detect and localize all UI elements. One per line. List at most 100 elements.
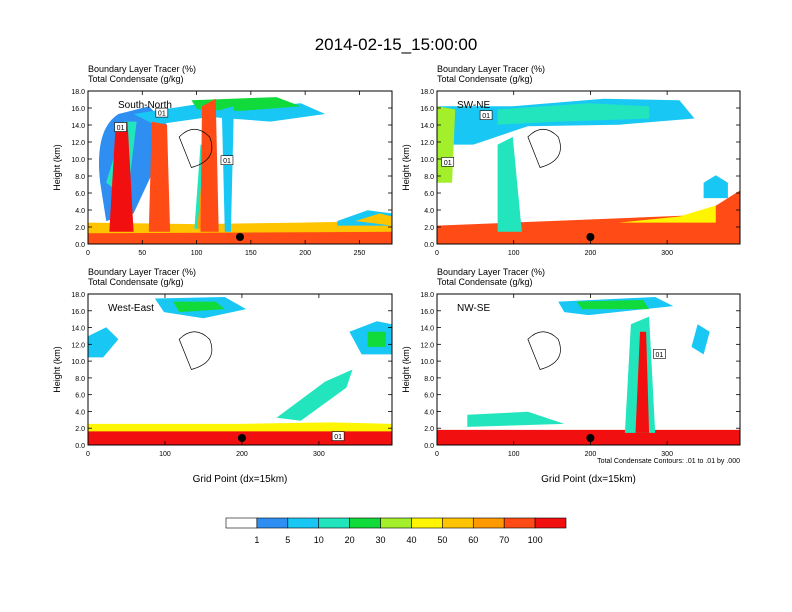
condensate-contour xyxy=(178,128,213,168)
y-tick-label: 6.0 xyxy=(424,191,434,198)
x-tick-label: 250 xyxy=(354,250,366,257)
x-tick-label: 300 xyxy=(313,451,325,458)
y-tick-label: 16.0 xyxy=(71,309,85,316)
y-tick-label: 4.0 xyxy=(424,208,434,215)
colorbar-swatch xyxy=(380,517,412,529)
y-tick-label: 12.0 xyxy=(420,342,434,349)
colorbar-label: 40 xyxy=(406,535,416,545)
y-tick-label: 2.0 xyxy=(75,225,85,232)
y-tick-label: 6.0 xyxy=(424,393,434,400)
y-tick-label: 10.0 xyxy=(420,359,434,366)
panel-subtitle-condensate: Total Condensate (g/kg) xyxy=(437,277,533,287)
plot-background xyxy=(88,294,392,445)
x-axis-label: Grid Point (dx=15km) xyxy=(541,474,636,485)
x-tick-label: 200 xyxy=(585,250,597,257)
colorbar-label: 30 xyxy=(376,535,386,545)
x-tick-label: 100 xyxy=(508,451,520,458)
panel-subtitle-tracer: Boundary Layer Tracer (%) xyxy=(88,267,196,277)
colorbar: 1 5 10 20 30 40 50 60 70 100 xyxy=(225,517,567,545)
y-tick-label: 10.0 xyxy=(71,157,85,164)
cross-section-label: SW-NE xyxy=(457,100,490,111)
y-tick-label: 6.0 xyxy=(75,393,85,400)
contour-label-box xyxy=(441,157,455,167)
tracer-field xyxy=(437,294,740,445)
x-tick-label: 100 xyxy=(508,250,520,257)
y-axis-label: Height (km) xyxy=(401,346,411,393)
y-axis-label: Height (km) xyxy=(52,144,62,191)
contour-label-box xyxy=(220,155,234,165)
tracer-shading xyxy=(221,106,234,232)
tracer-shading xyxy=(467,411,565,427)
tracer-shading xyxy=(497,136,522,232)
y-tick-label: 10.0 xyxy=(71,359,85,366)
tracer-shading xyxy=(355,213,392,226)
tracer-shading xyxy=(497,103,650,125)
colorbar-label: 20 xyxy=(345,535,355,545)
tracer-field xyxy=(88,91,392,244)
tracer-shading xyxy=(88,327,119,358)
colorbar-swatch xyxy=(256,517,289,529)
x-tick-label: 50 xyxy=(138,250,146,257)
contour-note: Total Condensate Contours: .01 to .01 by… xyxy=(597,458,740,465)
tracer-shading xyxy=(173,301,225,313)
contour-label-box xyxy=(653,349,666,359)
y-tick-label: 2.0 xyxy=(424,225,434,232)
colorbar-label: 10 xyxy=(314,535,324,545)
panel-top-left: Boundary Layer Tracer (%)Total Condensat… xyxy=(52,64,393,257)
panels: Boundary Layer Tracer (%)Total Condensat… xyxy=(52,64,741,485)
cross-section-label: NW-SE xyxy=(457,303,490,314)
y-tick-label: 4.0 xyxy=(75,409,85,416)
tracer-shading xyxy=(691,324,710,355)
y-tick-label: 0.0 xyxy=(424,443,434,450)
y-axis-label: Height (km) xyxy=(401,144,411,191)
contour-label: 01 xyxy=(656,352,664,359)
colorbar-label: 70 xyxy=(499,535,509,545)
y-tick-label: 2.0 xyxy=(424,426,434,433)
y-tick-label: 14.0 xyxy=(71,123,85,130)
y-axis-label: Height (km) xyxy=(52,346,62,393)
tracer-shading xyxy=(703,175,728,199)
location-marker xyxy=(586,233,595,241)
y-tick-label: 18.0 xyxy=(71,292,85,299)
plot-frame xyxy=(436,90,741,245)
contour-label: 01 xyxy=(444,160,452,167)
y-tick-label: 4.0 xyxy=(75,208,85,215)
y-tick-label: 16.0 xyxy=(420,309,434,316)
colorbar-label: 5 xyxy=(285,535,290,545)
y-tick-label: 4.0 xyxy=(424,409,434,416)
y-tick-label: 0.0 xyxy=(75,443,85,450)
condensate-contour xyxy=(527,128,561,168)
contour-label-box xyxy=(479,110,493,120)
panel-subtitle-tracer: Boundary Layer Tracer (%) xyxy=(437,267,545,277)
panel-subtitle-tracer: Boundary Layer Tracer (%) xyxy=(88,64,196,74)
colorbar-label: 100 xyxy=(528,535,543,545)
panel-subtitle-condensate: Total Condensate (g/kg) xyxy=(437,74,533,84)
tracer-shading xyxy=(88,422,392,432)
tracer-field xyxy=(88,294,392,445)
panel-subtitle-condensate: Total Condensate (g/kg) xyxy=(88,277,184,287)
contour-label-box xyxy=(114,122,127,132)
x-tick-label: 0 xyxy=(435,451,439,458)
x-tick-label: 150 xyxy=(245,250,257,257)
y-tick-label: 8.0 xyxy=(424,376,434,383)
x-tick-label: 0 xyxy=(86,451,90,458)
cross-section-label: South-North xyxy=(118,100,172,111)
colorbar-label: 50 xyxy=(437,535,447,545)
x-axis-label: Grid Point (dx=15km) xyxy=(193,474,288,485)
cross-section-label: West-East xyxy=(108,303,154,314)
y-tick-label: 10.0 xyxy=(420,157,434,164)
tracer-shading xyxy=(576,300,650,310)
colorbar-label: 60 xyxy=(468,535,478,545)
x-tick-label: 200 xyxy=(236,451,248,458)
y-tick-label: 2.0 xyxy=(75,426,85,433)
tracer-shading xyxy=(715,190,740,229)
y-tick-label: 18.0 xyxy=(71,89,85,96)
panel-subtitle-tracer: Boundary Layer Tracer (%) xyxy=(437,64,545,74)
colorbar-swatch xyxy=(411,517,443,529)
y-tick-label: 12.0 xyxy=(420,140,434,147)
location-marker xyxy=(236,233,244,241)
panel-subtitle-condensate: Total Condensate (g/kg) xyxy=(88,74,184,84)
panel-top-right: Boundary Layer Tracer (%)Total Condensat… xyxy=(401,64,741,257)
x-tick-label: 300 xyxy=(661,250,673,257)
